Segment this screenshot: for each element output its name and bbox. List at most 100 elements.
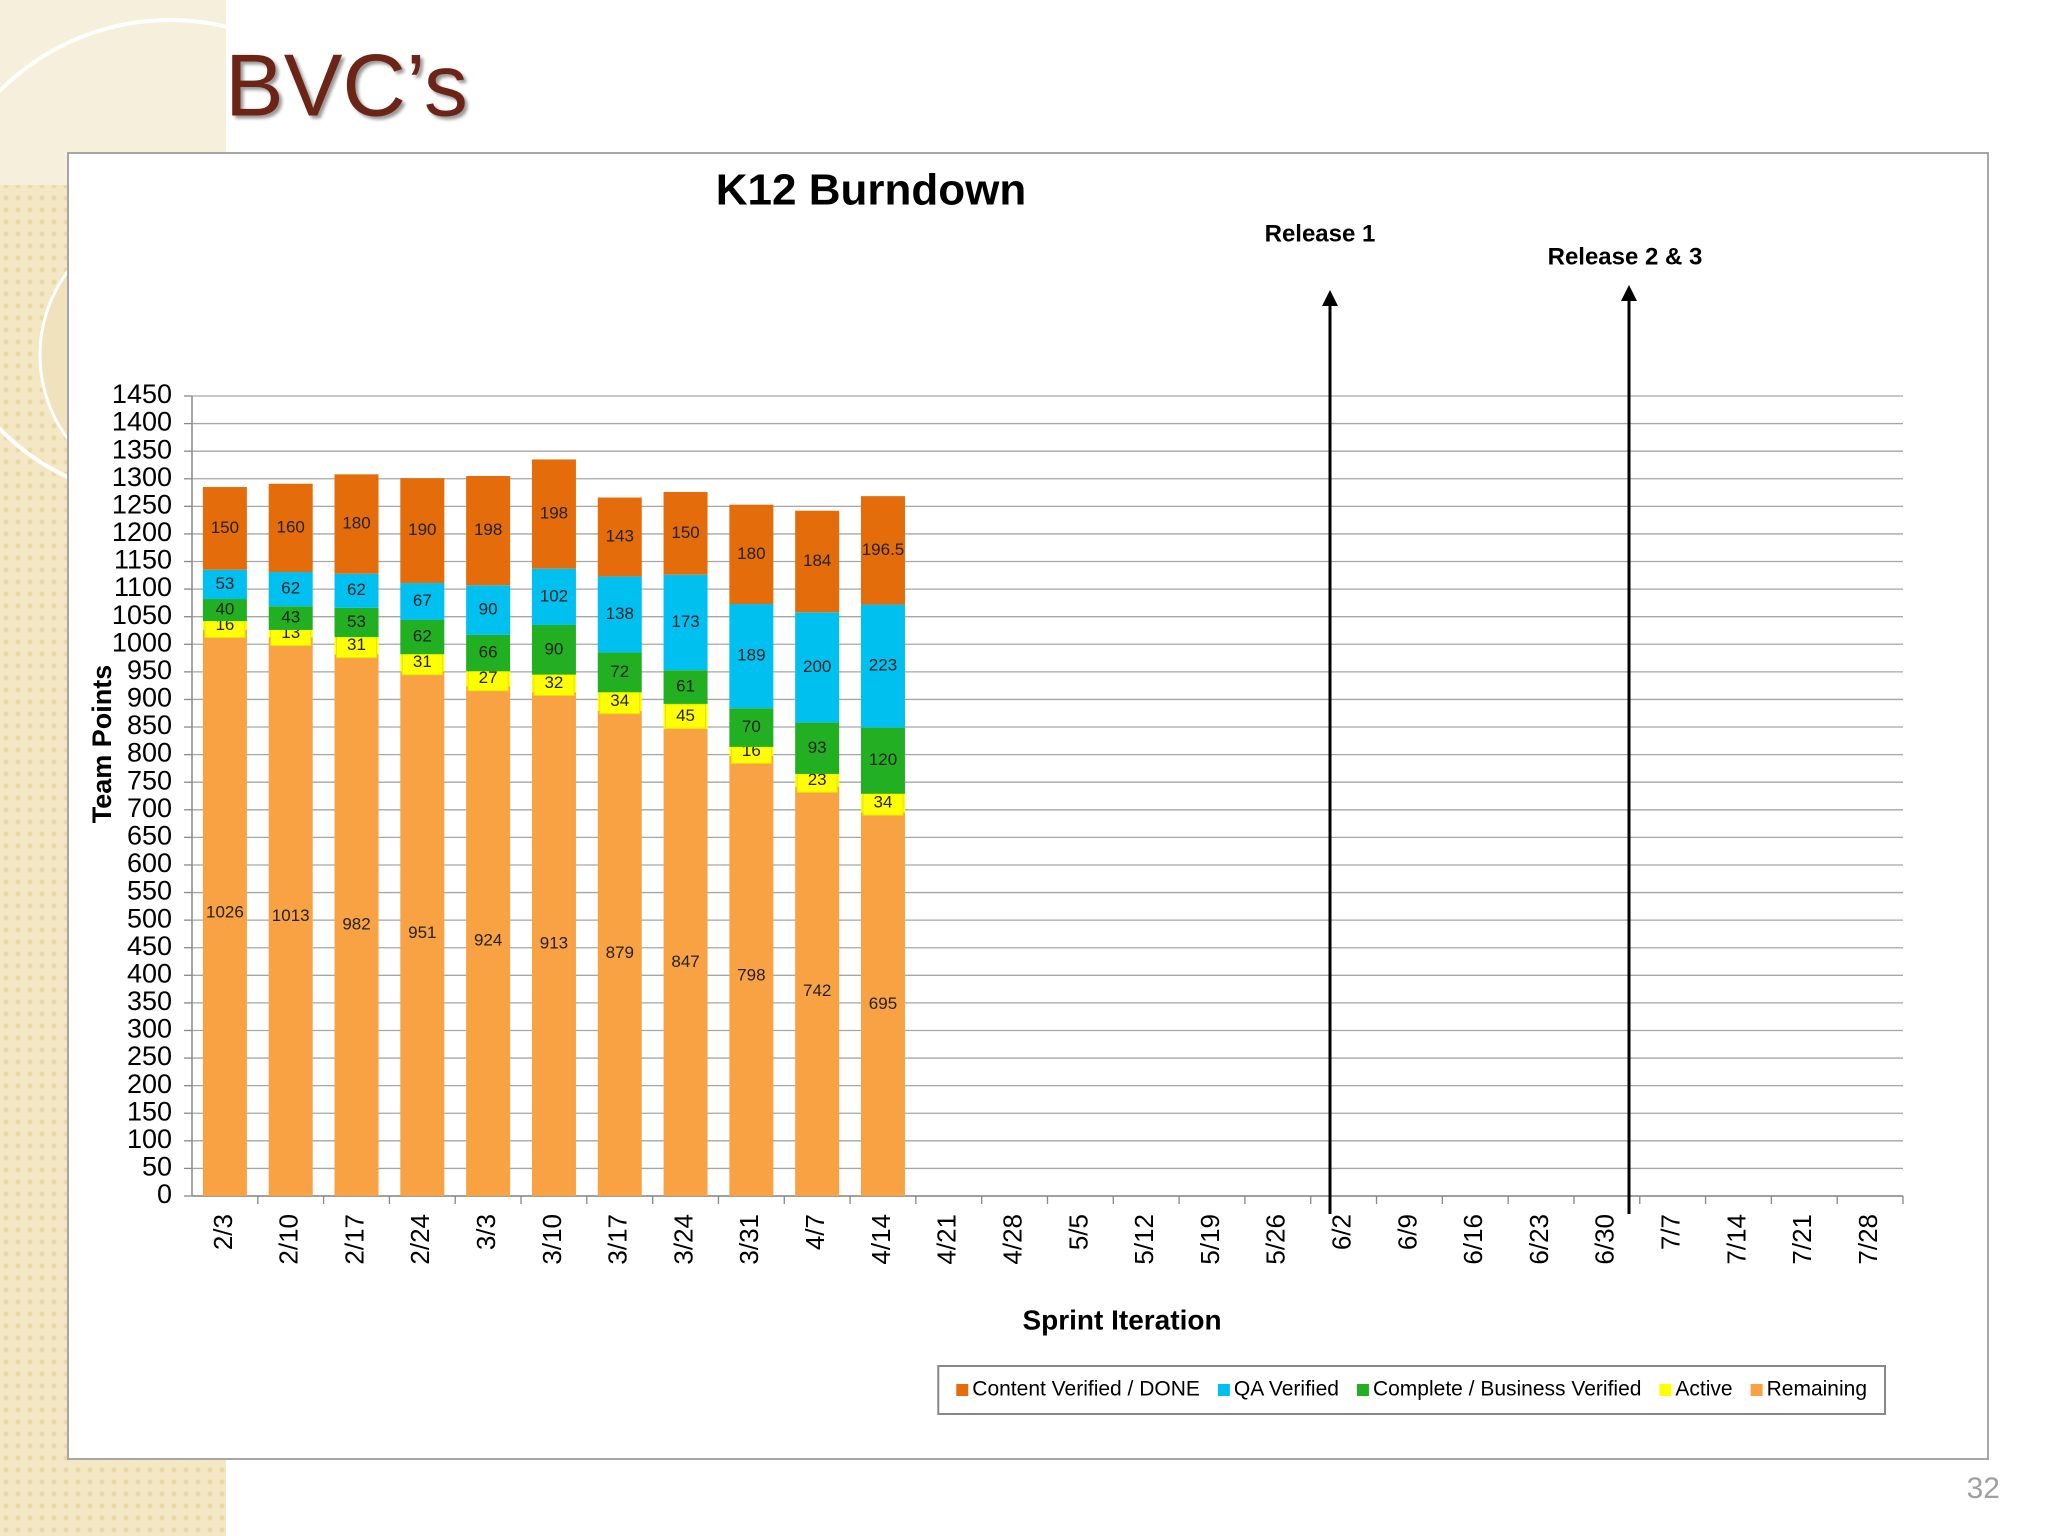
x-tick-label: 6/16 xyxy=(1458,1214,1488,1265)
y-tick-label: 1350 xyxy=(112,434,172,464)
bar-segment xyxy=(334,607,379,638)
data-label: 138 xyxy=(606,604,634,623)
x-tick-label: 7/14 xyxy=(1721,1214,1751,1265)
bar-segment xyxy=(400,583,445,620)
data-label: 67 xyxy=(413,591,432,610)
slide-title: BVC’s xyxy=(225,35,468,134)
data-label: 189 xyxy=(737,646,765,665)
data-label: 695 xyxy=(869,994,897,1013)
data-label: 31 xyxy=(347,635,366,654)
y-tick-label: 700 xyxy=(127,793,172,823)
bar-segment xyxy=(795,510,840,613)
bar-segment xyxy=(202,629,247,1196)
data-label: 62 xyxy=(413,627,432,646)
bar-segment xyxy=(466,686,511,1196)
data-label: 62 xyxy=(347,580,366,599)
y-tick-label: 1250 xyxy=(112,489,172,519)
bar-segment xyxy=(795,786,840,1196)
x-tick-label: 4/7 xyxy=(800,1214,830,1250)
bar-segment xyxy=(795,722,840,774)
bar-segment xyxy=(860,604,905,728)
data-label: 798 xyxy=(737,965,765,984)
y-tick-label: 500 xyxy=(127,903,172,933)
y-tick-label: 650 xyxy=(127,821,172,851)
data-label: 196.5 xyxy=(862,540,905,559)
y-tick-label: 800 xyxy=(127,738,172,768)
bar-segment xyxy=(466,585,511,635)
y-tick-label: 550 xyxy=(127,876,172,906)
data-label: 93 xyxy=(808,738,827,757)
data-label: 45 xyxy=(676,706,695,725)
annotation: Release 1 xyxy=(1265,220,1376,247)
x-tick-label: 3/24 xyxy=(668,1214,698,1265)
x-tick-label: 4/14 xyxy=(866,1214,896,1265)
x-axis-label: Sprint Iteration xyxy=(1022,1304,1221,1335)
y-tick-label: 1000 xyxy=(112,627,172,657)
label-box xyxy=(401,650,443,676)
data-label: 879 xyxy=(606,943,634,962)
y-tick-label: 50 xyxy=(142,1152,172,1182)
bar-segment xyxy=(860,727,905,794)
bar-segment xyxy=(663,492,708,575)
page-number: 32 xyxy=(1967,1472,2000,1505)
data-label: 32 xyxy=(544,673,563,692)
x-tick-label: 3/31 xyxy=(734,1214,764,1265)
x-tick-label: 2/3 xyxy=(208,1214,238,1250)
x-tick-label: 7/28 xyxy=(1853,1214,1883,1265)
bar-segment xyxy=(334,573,379,608)
annotation: Release 2 & 3 xyxy=(1548,243,1703,270)
y-tick-label: 450 xyxy=(127,931,172,961)
bar-segment xyxy=(202,569,247,600)
legend-swatch xyxy=(1356,1384,1369,1396)
data-label: 31 xyxy=(413,652,432,671)
bar-segment xyxy=(268,572,313,607)
data-label: 982 xyxy=(342,915,370,934)
legend-swatch xyxy=(1217,1384,1230,1396)
arrow-head xyxy=(1621,285,1637,301)
y-tick-label: 900 xyxy=(127,683,172,713)
bar-segment xyxy=(466,476,511,586)
data-label: 223 xyxy=(869,656,897,675)
y-tick-label: 1300 xyxy=(112,462,172,492)
bar-segment xyxy=(729,504,774,604)
data-label: 66 xyxy=(479,643,498,662)
data-label: 43 xyxy=(281,608,300,627)
data-label: 53 xyxy=(215,574,234,593)
data-label: 120 xyxy=(869,750,897,769)
x-tick-label: 7/7 xyxy=(1656,1214,1686,1250)
bar-segment xyxy=(531,624,576,675)
data-label: 143 xyxy=(606,526,634,545)
x-tick-label: 2/24 xyxy=(405,1214,435,1265)
data-label: 1026 xyxy=(206,902,244,921)
y-axis-label: Team Points xyxy=(87,665,117,824)
bar-segment xyxy=(729,604,774,709)
data-label: 180 xyxy=(737,544,765,563)
chart-title: K12 Burndown xyxy=(716,166,1026,215)
bar-segment xyxy=(531,692,576,1196)
bar-segment xyxy=(531,568,576,625)
bar-segment xyxy=(597,497,642,577)
bar-segment xyxy=(729,755,774,1196)
y-tick-label: 350 xyxy=(127,986,172,1016)
data-label: 190 xyxy=(408,520,436,539)
data-label: 198 xyxy=(540,504,568,523)
data-label: 198 xyxy=(474,520,502,539)
y-tick-label: 850 xyxy=(127,710,172,740)
y-tick-label: 1050 xyxy=(112,600,172,630)
legend-box xyxy=(937,1365,1886,1415)
label-box xyxy=(599,689,641,715)
y-tick-label: 1200 xyxy=(112,517,172,547)
x-tick-label: 4/28 xyxy=(997,1214,1027,1265)
data-label: 1013 xyxy=(272,906,310,925)
chart: K12 Burndown Team Points Sprint Iteratio… xyxy=(87,166,1702,1336)
x-tick-label: 4/21 xyxy=(932,1214,962,1265)
y-tick-label: 150 xyxy=(127,1096,172,1126)
bar-segment xyxy=(663,574,708,671)
legend-swatch xyxy=(956,1384,969,1396)
data-label: 184 xyxy=(803,551,831,570)
x-tick-label: 3/17 xyxy=(603,1214,633,1265)
data-label: 150 xyxy=(211,518,239,537)
y-tick-label: 250 xyxy=(127,1041,172,1071)
y-tick-label: 1450 xyxy=(112,379,172,409)
legend-swatch xyxy=(1750,1384,1763,1396)
